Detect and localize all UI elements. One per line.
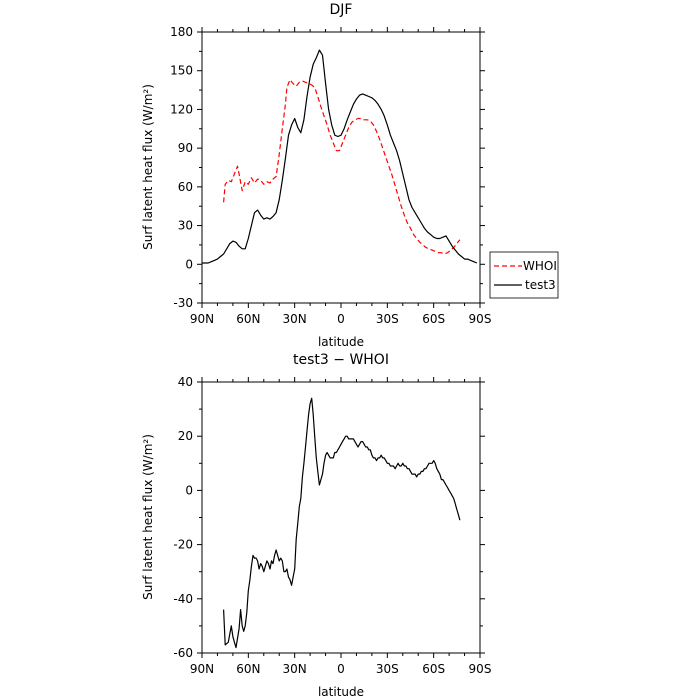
top-y-tick-label: 60 [178, 180, 193, 194]
top-series-line-whoi [223, 79, 461, 255]
bottom-plot-frame [201, 381, 481, 654]
top-series-line-test3 [202, 49, 478, 264]
bottom-x-tick-label: 0 [337, 662, 345, 676]
bottom-y-tick-label: -40 [173, 592, 193, 606]
bottom-y-tick-label: -60 [173, 646, 193, 660]
legend: WHOI test3 [489, 251, 559, 299]
top-y-tick-label: -30 [173, 296, 193, 310]
bottom-x-tick-label: 30S [376, 662, 399, 676]
top-x-tick-label: 0 [337, 312, 345, 326]
top-chart-title: DJF [330, 2, 353, 18]
top-x-tick-label: 90S [469, 312, 492, 326]
bottom-x-tick-label: 30N [283, 662, 307, 676]
legend-box [489, 251, 559, 299]
bottom-x-tick-label: 90S [469, 662, 492, 676]
bottom-chart-title: test3 − WHOI [293, 352, 389, 368]
bottom-x-axis-label: latitude [318, 685, 364, 699]
top-y-tick-label: 90 [178, 141, 193, 155]
top-y-axis-label: Surf latent heat flux (W/m²) [141, 84, 155, 250]
top-y-tick-label: 180 [170, 25, 193, 39]
top-plot-frame [201, 31, 481, 304]
top-x-tick-label: 90N [190, 312, 214, 326]
top-y-tick-label: 0 [185, 257, 193, 271]
legend-label-test3: test3 [525, 278, 556, 292]
top-x-tick-label: 60S [422, 312, 445, 326]
bottom-y-axis-label: Surf latent heat flux (W/m²) [141, 434, 155, 600]
bottom-y-tick-label: 40 [178, 375, 193, 389]
bottom-chart-panel: test3 − WHOI 90N 60N 30N 0 30S 60S 90S -60 -40 -2… [141, 352, 491, 699]
top-x-axis-label: latitude [318, 335, 364, 349]
top-y-tick-label: 120 [170, 102, 193, 116]
top-x-tick-label: 60N [236, 312, 260, 326]
top-y-tick-label: 30 [178, 219, 193, 233]
bottom-x-tick-label: 90N [190, 662, 214, 676]
bottom-x-tick-label: 60S [422, 662, 445, 676]
bottom-series-line-difference [223, 397, 461, 649]
top-x-tick-label: 30S [376, 312, 399, 326]
bottom-y-tick-label: -20 [173, 538, 193, 552]
bottom-y-tick-label: 20 [178, 429, 193, 443]
bottom-y-tick-label: 0 [185, 483, 193, 497]
bottom-x-tick-label: 60N [236, 662, 260, 676]
top-y-tick-label: 150 [170, 64, 193, 78]
top-chart-panel: DJF 90N 60N 30N 0 30S 60S 90S -30 0 30 60 90 120 150 1… [141, 2, 559, 349]
legend-label-whoi: WHOI [523, 259, 557, 273]
top-x-tick-label: 30N [283, 312, 307, 326]
